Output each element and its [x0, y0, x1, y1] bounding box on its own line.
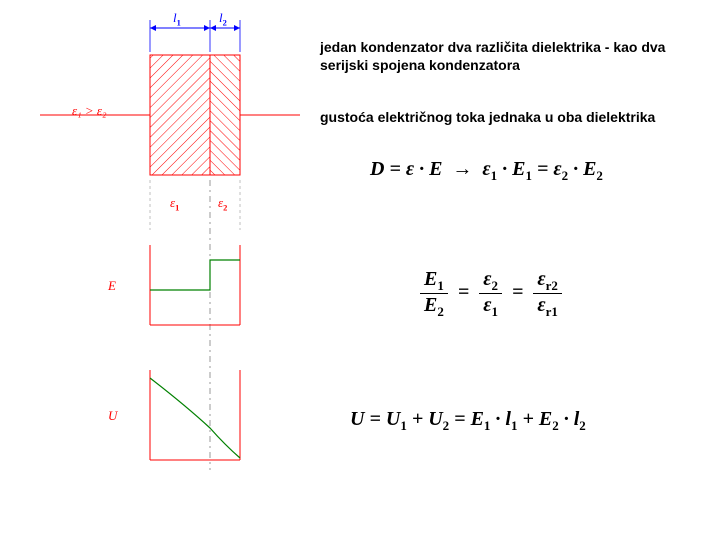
diagram-svg	[0, 0, 720, 540]
dim-label-l1: l1	[173, 10, 181, 28]
dim-label-l2: l2	[219, 10, 227, 28]
e-axis-label: E	[108, 278, 116, 294]
equation-e-ratio: E1 E2 = ε2 ε1 = εr2 εr1	[420, 268, 562, 319]
eps1-label: ε1	[170, 195, 179, 213]
equation-d-eps-e: D = ε · E → ε1 · E1 = ε2 · E2	[370, 158, 603, 184]
u-axis-label: U	[108, 408, 117, 424]
eps-compare-label: ε₁ > ε₂	[72, 103, 107, 119]
description-text-2: gustoća električnog toka jednaka u oba d…	[320, 108, 710, 126]
eps2-label: ε2	[218, 195, 227, 213]
capacitor-diagram	[40, 20, 300, 470]
e-field-graph	[150, 245, 240, 325]
potential-graph	[150, 370, 240, 460]
equation-u-sum: U = U1 + U2 = E1 · l1 + E2 · l2	[350, 408, 586, 434]
description-text-1: jedan kondenzator dva različita dielektr…	[320, 38, 690, 74]
